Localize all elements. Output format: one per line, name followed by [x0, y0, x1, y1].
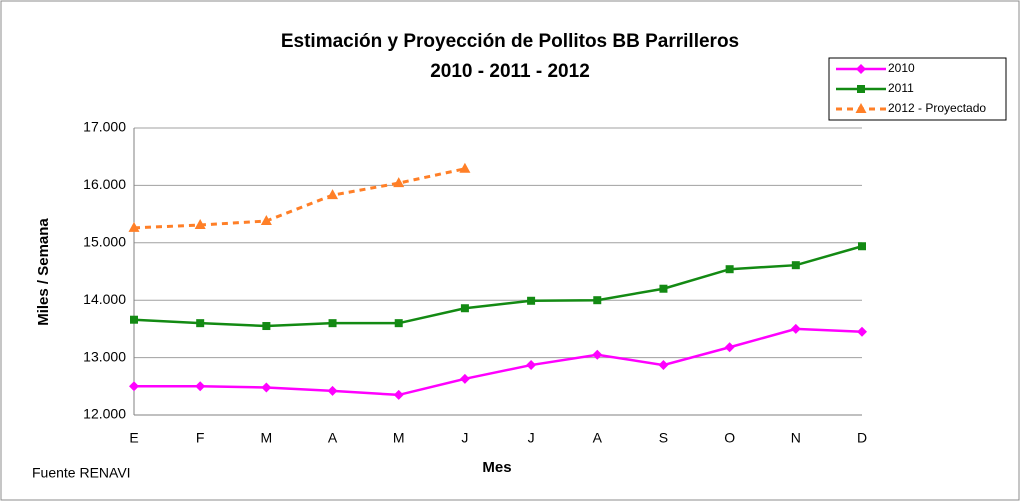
- source-note: Fuente RENAVI: [32, 465, 131, 481]
- y-tick-label: 12.000: [83, 406, 126, 422]
- data-point: [725, 265, 734, 274]
- data-point: [592, 349, 603, 360]
- series-line: [133, 167, 466, 230]
- legend-marker: [857, 85, 865, 93]
- y-tick-label: 14.000: [83, 291, 126, 307]
- data-point: [659, 284, 668, 293]
- x-tick-label: J: [461, 430, 468, 446]
- legend-marker: [855, 103, 867, 113]
- x-tick-label: A: [593, 430, 603, 446]
- data-point: [327, 385, 338, 396]
- data-point: [130, 315, 138, 324]
- data-point: [327, 189, 339, 200]
- data-point: [658, 360, 669, 371]
- data-point: [459, 162, 471, 173]
- data-point: [196, 319, 205, 328]
- x-tick-label: J: [528, 430, 535, 446]
- data-point: [129, 381, 139, 392]
- x-tick-label: D: [857, 430, 867, 446]
- series-line: [133, 245, 863, 328]
- legend-label: 2011: [888, 81, 914, 95]
- data-point: [393, 389, 404, 400]
- x-tick-label: F: [196, 430, 205, 446]
- data-point: [328, 319, 337, 328]
- x-tick-label: O: [724, 430, 735, 446]
- y-tick-label: 13.000: [83, 348, 126, 364]
- y-axis-label: Miles / Semana: [35, 218, 52, 326]
- data-point: [593, 296, 602, 305]
- chart-title: Estimación y Proyección de Pollitos BB P…: [281, 31, 739, 52]
- legend-marker: [856, 64, 866, 74]
- legend-label: 2012 - Proyectado: [888, 101, 986, 115]
- data-point: [194, 219, 206, 230]
- x-axis-label: Mes: [482, 459, 511, 476]
- data-point: [526, 360, 537, 371]
- y-tick-label: 17.000: [83, 119, 126, 135]
- data-point: [460, 304, 469, 313]
- data-point: [262, 322, 271, 331]
- data-point: [195, 381, 206, 392]
- data-point: [857, 326, 867, 337]
- data-point: [858, 242, 866, 251]
- y-tick-label: 15.000: [83, 234, 126, 250]
- data-point: [791, 261, 800, 270]
- chart-subtitle: 2010 - 2011 - 2012: [430, 61, 590, 82]
- data-point: [527, 296, 536, 305]
- x-tick-label: N: [791, 430, 801, 446]
- data-point: [128, 221, 140, 232]
- data-point: [790, 323, 801, 334]
- data-point: [393, 177, 405, 188]
- data-point: [459, 373, 470, 384]
- data-point: [261, 382, 272, 393]
- x-tick-label: M: [261, 430, 273, 446]
- y-tick-label: 16.000: [83, 176, 126, 192]
- x-tick-label: S: [659, 430, 668, 446]
- legend-label: 2010: [888, 61, 915, 75]
- data-point: [724, 342, 735, 353]
- data-point: [260, 214, 272, 225]
- x-tick-label: E: [129, 430, 138, 446]
- x-tick-label: M: [393, 430, 405, 446]
- x-tick-label: A: [328, 430, 338, 446]
- data-point: [394, 319, 403, 328]
- series-line: [134, 327, 863, 397]
